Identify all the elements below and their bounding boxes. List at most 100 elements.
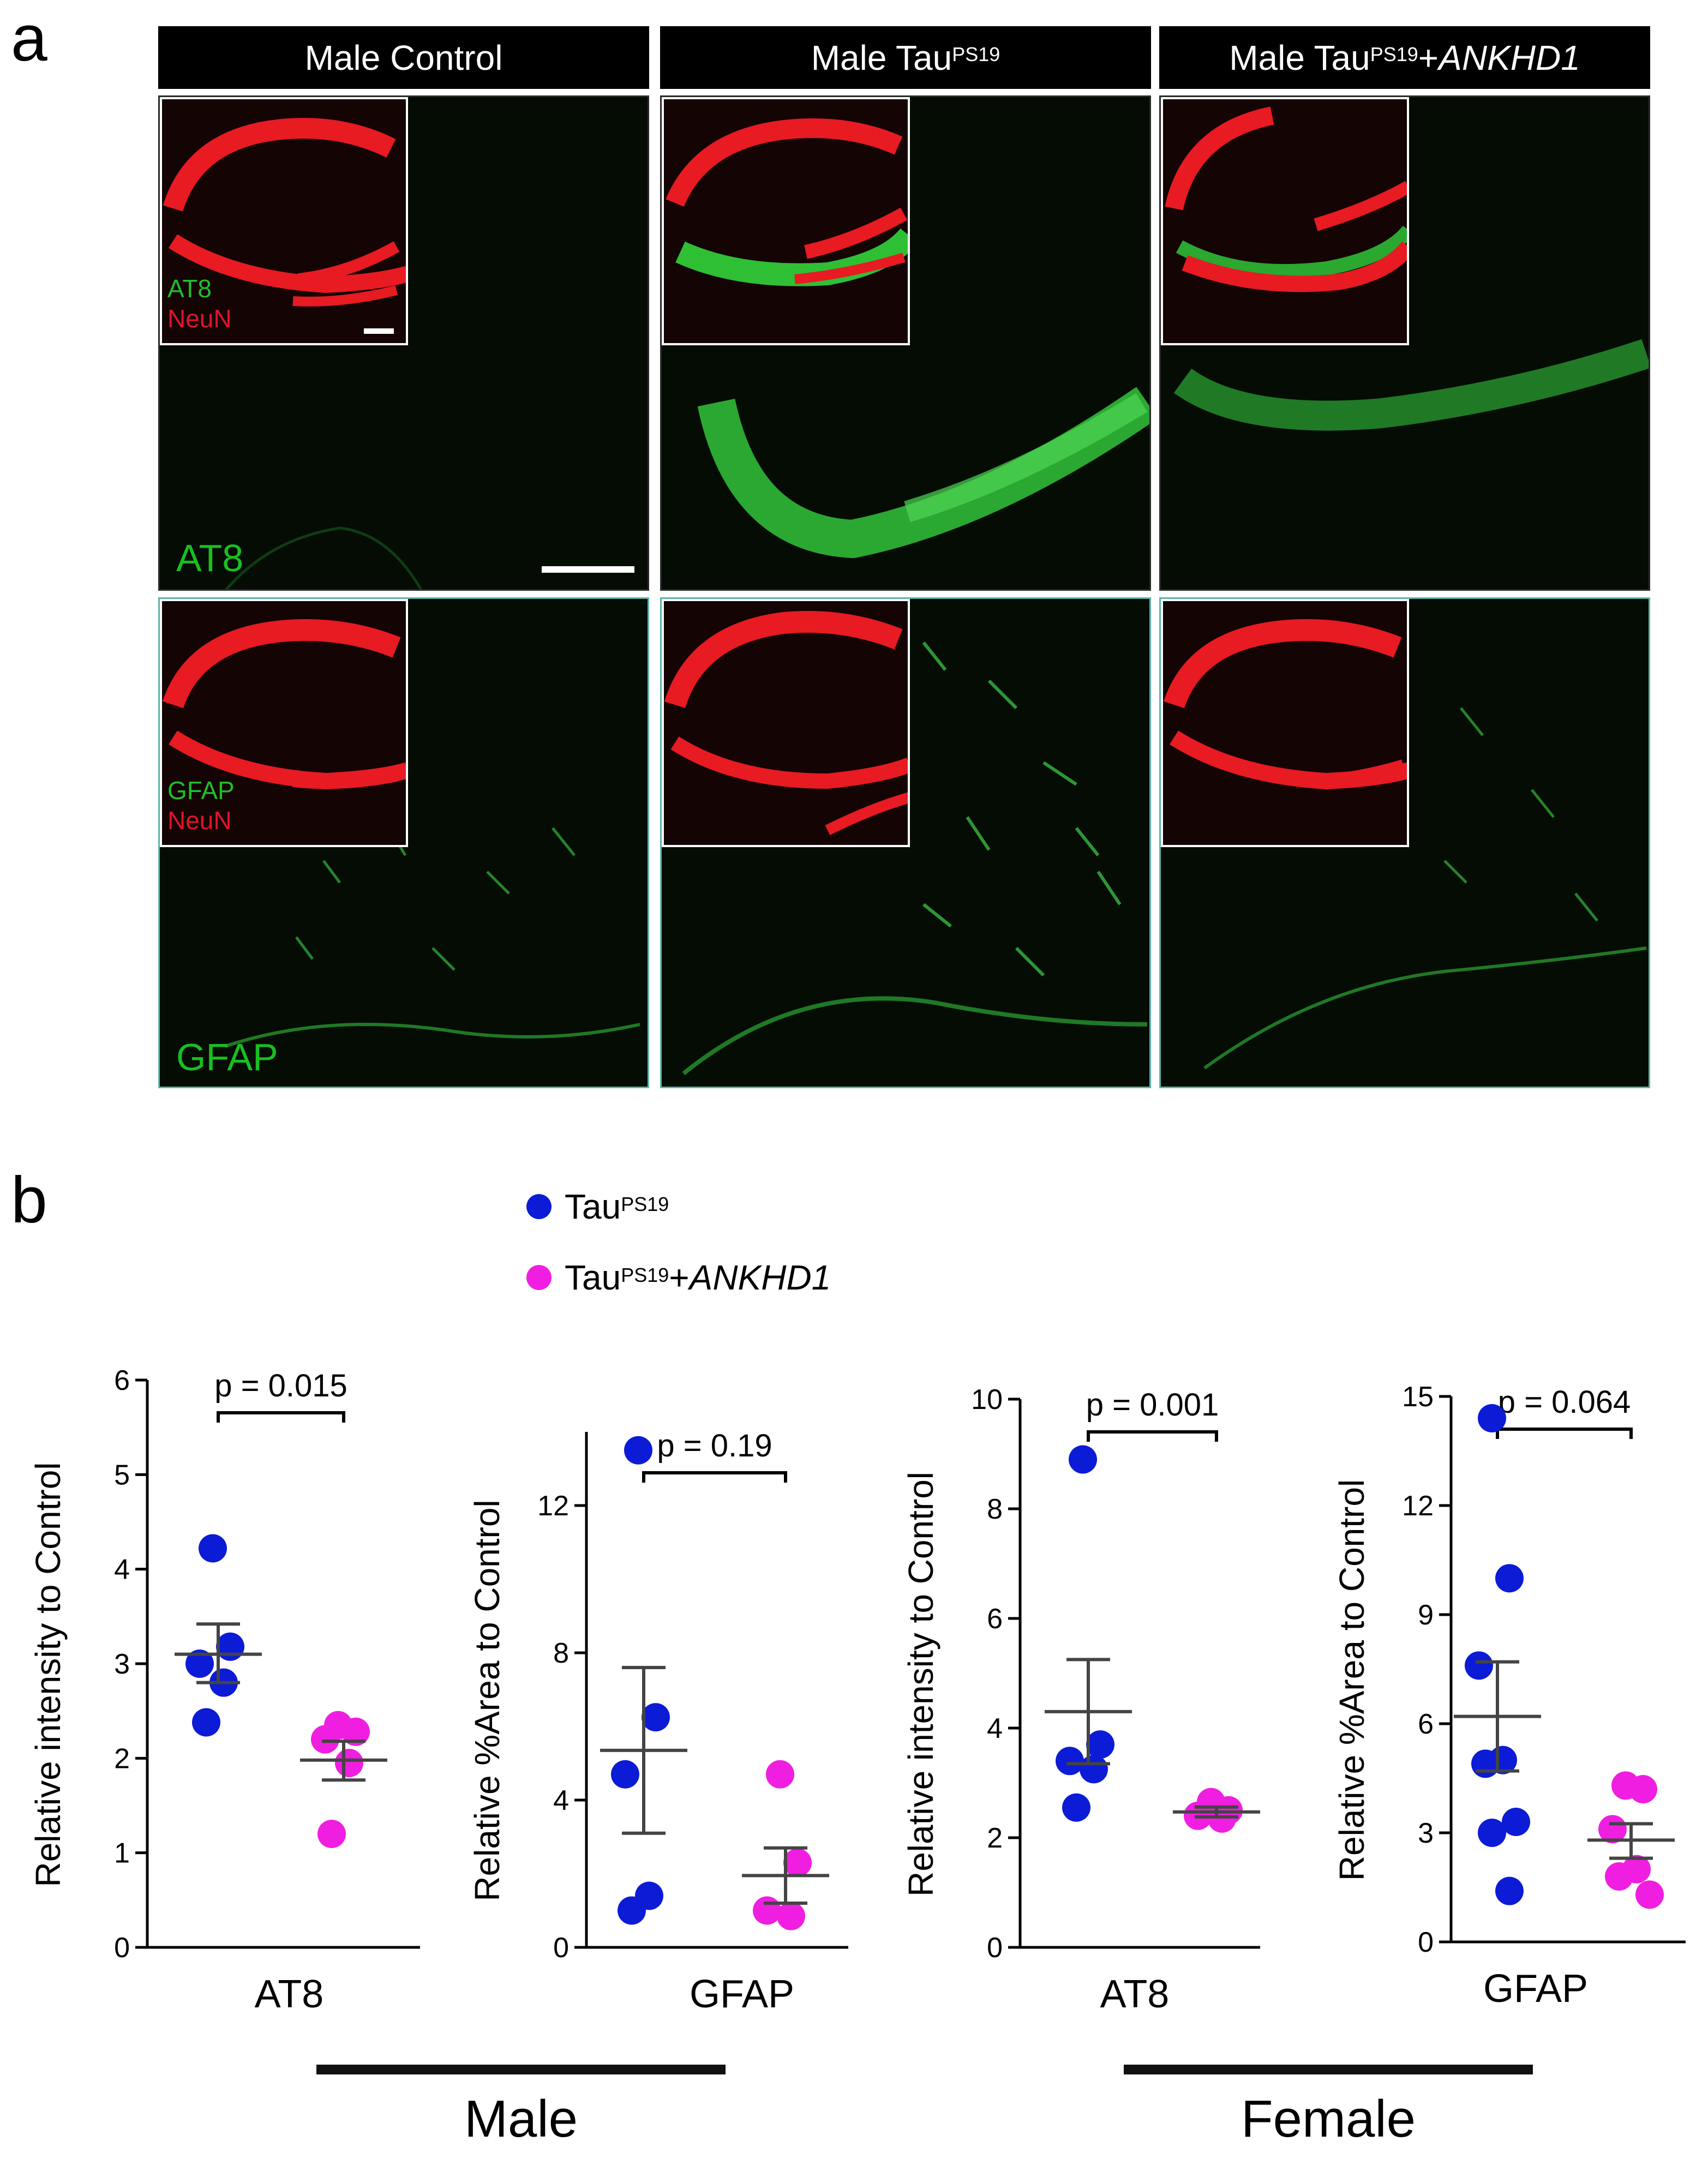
data-point (199, 1534, 227, 1563)
inset-at8-taups19-ankhd1 (1161, 97, 1409, 345)
data-point (1062, 1793, 1090, 1822)
y-tick-label: 3 (114, 1648, 130, 1680)
data-point (1598, 1815, 1627, 1844)
data-point (618, 1896, 646, 1925)
micrograph-gfap-control: GFAP NeuN GFAP (158, 597, 649, 1088)
y-tick-label: 4 (987, 1713, 1003, 1744)
x-axis-label: GFAP (690, 1972, 794, 2016)
data-point (1605, 1862, 1633, 1891)
scale-bar (542, 566, 634, 573)
micrograph-at8-taups19-ankhd1 (1159, 95, 1650, 591)
inset-red-label: NeuN (167, 304, 232, 333)
y-axis-label: Relative intensity to Control (901, 1472, 940, 1897)
p-value-label: p = 0.001 (1086, 1387, 1219, 1423)
p-value-label: p = 0.015 (214, 1368, 347, 1404)
column-header-male-taups19-ankhd1: Male Tau PS19 + ANKHD1 (1159, 26, 1650, 89)
y-tick-label: 6 (987, 1603, 1003, 1635)
data-point (311, 1725, 339, 1754)
y-tick-label: 6 (1418, 1708, 1434, 1740)
data-point (317, 1820, 346, 1848)
data-point (1495, 1876, 1524, 1905)
y-tick-label: 6 (114, 1365, 130, 1396)
x-axis-label: AT8 (255, 1972, 324, 2016)
data-point (1086, 1730, 1114, 1759)
group-bar-female (1124, 2065, 1533, 2074)
inset-gfap-control: GFAP NeuN (160, 599, 408, 847)
data-point (1502, 1808, 1530, 1836)
inset-green-label: GFAP (167, 776, 235, 805)
inset-gfap-taups19 (662, 599, 910, 847)
significance-bracket (217, 1411, 345, 1423)
data-point (753, 1896, 781, 1925)
panel-b-letter: b (11, 1164, 47, 1237)
data-point (1478, 1404, 1506, 1432)
y-tick-label: 2 (987, 1822, 1003, 1854)
significance-bracket (1087, 1430, 1218, 1442)
data-point (341, 1717, 370, 1746)
data-point (1629, 1775, 1657, 1803)
data-point (1080, 1755, 1108, 1784)
inset-scale-bar (364, 328, 394, 334)
row-label-at8: AT8 (176, 537, 244, 579)
x-axis-label: GFAP (1483, 1967, 1588, 2011)
y-tick-label: 0 (1418, 1927, 1434, 1958)
significance-bracket (642, 1471, 787, 1483)
y-axis-label: Relative %Area to Control (468, 1500, 507, 1901)
group-label-female: Female (1240, 2090, 1416, 2148)
p-value-label: p = 0.19 (657, 1428, 772, 1464)
group-label-male: Male (464, 2090, 578, 2148)
column-header-male-taups19: Male Tau PS19 (660, 26, 1151, 89)
data-point (1069, 1445, 1097, 1474)
data-point (335, 1749, 363, 1777)
data-point (783, 1848, 812, 1877)
data-point (216, 1632, 244, 1661)
y-tick-label: 0 (987, 1932, 1003, 1964)
y-tick-label: 12 (1402, 1490, 1434, 1522)
data-point (1056, 1747, 1084, 1776)
legend-marker-blue (526, 1194, 552, 1219)
panel-a-letter: a (11, 2, 47, 75)
y-tick-label: 0 (553, 1932, 569, 1964)
micrograph-gfap-taups19-ankhd1 (1159, 597, 1650, 1088)
data-point (766, 1760, 794, 1789)
inset-green-label: AT8 (167, 274, 212, 303)
y-tick-label: 4 (553, 1785, 569, 1816)
micrograph-at8-taups19 (660, 95, 1151, 591)
y-tick-label: 1 (114, 1838, 130, 1869)
y-axis-label: Relative %Area to Control (1332, 1479, 1371, 1881)
y-tick-label: 8 (987, 1494, 1003, 1525)
y-tick-label: 8 (553, 1638, 569, 1669)
inset-red-label: NeuN (167, 806, 232, 835)
p-value-label: p = 0.064 (1498, 1384, 1631, 1420)
legend-item-taups19-ankhd1: Tau PS19 + ANKHD1 (526, 1257, 831, 1298)
y-tick-label: 15 (1402, 1381, 1434, 1413)
y-tick-label: 9 (1418, 1599, 1434, 1631)
x-axis-label: AT8 (1100, 1972, 1170, 2016)
data-point (624, 1436, 652, 1465)
inset-gfap-taups19-ankhd1 (1161, 599, 1409, 847)
data-point (185, 1650, 214, 1678)
row-label-gfap: GFAP (176, 1036, 278, 1078)
data-point (777, 1902, 805, 1930)
inset-at8-taups19 (662, 97, 910, 345)
y-axis-label: Relative intensity to Control (28, 1462, 68, 1887)
y-tick-label: 2 (114, 1743, 130, 1774)
data-point (192, 1708, 220, 1737)
data-point (642, 1703, 670, 1732)
significance-bracket (1496, 1428, 1633, 1439)
column-header-male-control: Male Control (158, 26, 649, 89)
legend-item-taups19: Tau PS19 (526, 1186, 669, 1227)
inset-at8-control: AT8 NeuN (160, 97, 408, 345)
y-tick-label: 12 (537, 1490, 569, 1522)
data-point (1471, 1749, 1500, 1778)
data-point (1465, 1651, 1493, 1680)
data-point (1478, 1819, 1506, 1847)
data-point (1495, 1564, 1524, 1593)
y-tick-label: 5 (114, 1459, 130, 1491)
data-point (611, 1760, 639, 1789)
micrograph-gfap-taups19 (660, 597, 1151, 1088)
y-tick-label: 3 (1418, 1818, 1434, 1849)
group-bar-male (316, 2065, 726, 2074)
micrograph-at8-control: AT8 NeuN AT8 (158, 95, 649, 591)
